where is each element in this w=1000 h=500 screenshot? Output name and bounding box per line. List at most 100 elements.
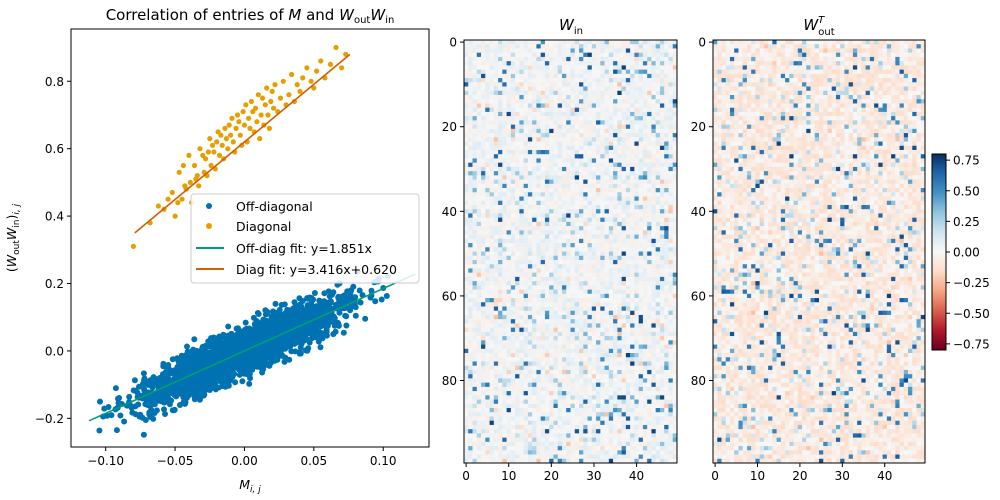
heatmap-cell <box>544 40 550 45</box>
heatmap-cell <box>608 73 614 79</box>
heatmap-cell <box>557 52 563 58</box>
heatmap-cell <box>498 204 503 210</box>
heatmap-cell <box>536 234 541 240</box>
heatmap-cell <box>485 116 490 121</box>
heatmap-cell <box>634 120 639 125</box>
heatmap-cell <box>625 78 631 83</box>
heatmap-cell <box>651 61 656 66</box>
heatmap-cell <box>587 175 593 180</box>
heatmap-cell <box>664 107 669 113</box>
heatmap-cell <box>630 154 635 159</box>
offdiag-point <box>352 312 359 319</box>
heatmap-cell <box>634 158 639 163</box>
offdiag-point <box>147 402 154 409</box>
heatmap-cell <box>625 221 631 227</box>
heatmap-cell <box>638 86 644 92</box>
heatmap-cell <box>570 52 576 58</box>
offdiag-point <box>162 394 169 401</box>
heatmap-cell <box>604 120 610 125</box>
heatmap-cell <box>468 107 473 113</box>
heatmap-cell <box>655 78 661 83</box>
heatmap-cell <box>664 61 669 66</box>
heatmap-cell <box>561 166 567 172</box>
heatmap-cell <box>481 48 486 53</box>
heatmap-cell <box>532 86 537 92</box>
heatmap-cell <box>638 128 644 134</box>
offdiag-point <box>115 400 122 406</box>
heatmap-cell <box>464 73 469 79</box>
heatmap-cell <box>472 52 478 58</box>
heatmap-cell <box>553 137 559 142</box>
heatmap-cell <box>587 196 593 202</box>
heatmap-cell <box>651 209 656 214</box>
heatmap-cell <box>600 40 605 45</box>
heatmap-cell <box>642 61 648 66</box>
heatmap-cell <box>519 183 524 189</box>
heatmap-cell <box>642 137 648 142</box>
heatmap-cell <box>485 188 490 193</box>
heatmap-cell <box>536 238 541 244</box>
diag-point <box>264 85 270 91</box>
heatmap-cell <box>600 200 605 206</box>
heatmap-cell <box>506 145 512 151</box>
diag-point <box>228 132 234 138</box>
heatmap-cell <box>642 56 648 62</box>
heatmap-cell <box>642 149 648 155</box>
heatmap-cell <box>591 238 597 244</box>
heatmap-cell <box>664 40 669 45</box>
heatmap-cell <box>617 213 622 218</box>
heatmap-cell <box>604 200 610 206</box>
heatmap-cell <box>515 82 520 87</box>
heatmap-cell <box>659 86 665 92</box>
heatmap-cell <box>493 179 499 185</box>
heatmap-cell <box>638 40 644 45</box>
heatmap-cell <box>574 154 580 159</box>
heatmap-cell <box>549 65 554 70</box>
heatmap-cell <box>638 230 644 235</box>
heatmap-cell <box>544 99 550 104</box>
heatmap-cell <box>617 133 622 138</box>
heatmap-cell <box>506 221 512 227</box>
heatmap-cell <box>630 73 635 79</box>
heatmap-cell <box>621 40 627 45</box>
heatmap-cell <box>621 200 627 206</box>
diag-point <box>218 132 224 138</box>
heatmap-cell <box>638 44 644 49</box>
heatmap-cell <box>523 86 529 92</box>
heatmap-cell <box>464 171 469 176</box>
heatmap-cell <box>472 116 478 121</box>
heatmap-cell <box>600 166 605 172</box>
heatmap-cell <box>485 238 490 244</box>
heatmap-cell <box>600 175 605 180</box>
heatmap-cell <box>561 56 567 62</box>
diag-point <box>247 125 253 131</box>
heatmap-cell <box>468 103 473 108</box>
heatmap-cell <box>557 204 563 210</box>
heatmap-cell <box>570 226 576 231</box>
heatmap-cell <box>668 82 674 87</box>
heatmap-cell <box>651 86 656 92</box>
heatmap-cell <box>596 217 601 223</box>
heatmap-cell <box>498 128 503 134</box>
heatmap-cell <box>630 217 635 223</box>
heatmap-cell <box>468 86 473 92</box>
heatmap-cell <box>527 200 533 206</box>
heatmap-cell <box>621 154 627 159</box>
heatmap-cell <box>634 183 639 189</box>
heatmap-cell <box>561 158 567 163</box>
heatmap-cell <box>596 61 601 66</box>
heatmap-cell <box>613 158 618 163</box>
heatmap-cell <box>634 204 639 210</box>
heatmap-cell <box>536 133 541 138</box>
heatmap-cell <box>613 226 618 231</box>
offdiag-point <box>288 318 295 325</box>
heatmap-cell <box>540 145 546 151</box>
diag-point <box>207 136 213 142</box>
offdiag-point <box>228 330 235 337</box>
heatmap-cell <box>493 158 499 163</box>
heatmap-cell <box>613 61 618 66</box>
heatmap-cell <box>655 137 661 142</box>
heatmap-cell <box>536 158 541 163</box>
heatmap-cell <box>621 137 627 142</box>
heatmap-cell <box>519 78 524 83</box>
